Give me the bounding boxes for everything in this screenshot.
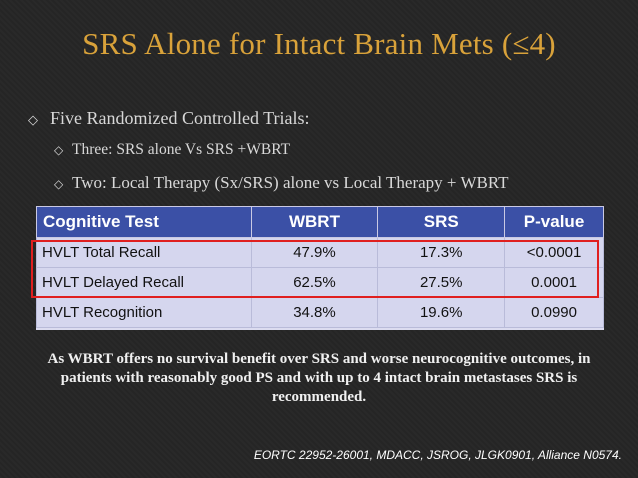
highlight-box (31, 240, 599, 298)
table-cell: 0.0990 (504, 297, 604, 328)
table-cell: <0.0001 (504, 237, 604, 268)
table-cell: HVLT Recognition (36, 297, 252, 328)
table-row: HVLT Delayed Recall 62.5% 27.5% 0.0001 (36, 267, 604, 298)
bullet-level2: ◇ Two: Local Therapy (Sx/SRS) alone vs Lo… (54, 173, 509, 193)
diamond-bullet-icon: ◇ (28, 112, 38, 127)
table-cell: 47.9% (250, 237, 379, 268)
conclusion-line: As WBRT offers no survival benefit over … (47, 351, 591, 367)
table-cell: 19.6% (377, 297, 506, 328)
table-header-row: Cognitive Test WBRT SRS P-value (36, 206, 604, 238)
table-cell: 17.3% (377, 237, 506, 268)
conclusion-text: As WBRT offers no survival benefit over … (10, 350, 628, 407)
slide-title: SRS Alone for Intact Brain Mets (≤4) (82, 26, 556, 61)
column-header: P-value (504, 206, 604, 238)
bullet-level1: ◇ Five Randomized Controlled Trials: (28, 108, 310, 129)
table-row: HVLT Total Recall 47.9% 17.3% <0.0001 (36, 237, 604, 268)
table-cell: 34.8% (250, 297, 379, 328)
column-header: SRS (377, 206, 506, 238)
table-cell: HVLT Total Recall (36, 237, 252, 268)
bullet-level2: ◇ Three: SRS alone Vs SRS +WBRT (54, 141, 290, 159)
bullet-text: Three: SRS alone Vs SRS +WBRT (72, 141, 291, 158)
references-text: EORTC 22952-26001, MDACC, JSROG, JLGK090… (253, 448, 622, 462)
conclusion-line: recommended. (271, 389, 367, 405)
conclusion-line: patients with reasonably good PS and wit… (60, 370, 578, 386)
table-cell: HVLT Delayed Recall (36, 267, 252, 298)
table-cell: 62.5% (250, 267, 379, 298)
diamond-bullet-icon: ◇ (54, 177, 64, 191)
bullet-text: Five Randomized Controlled Trials: (50, 108, 310, 128)
column-header: Cognitive Test (36, 206, 252, 238)
table-cell: 0.0001 (504, 267, 604, 298)
column-header: WBRT (250, 206, 379, 238)
table-cell: 27.5% (377, 267, 506, 298)
bullet-text: Two: Local Therapy (Sx/SRS) alone vs Loc… (72, 173, 509, 192)
diamond-bullet-icon: ◇ (54, 143, 64, 157)
table-row: HVLT Recognition 34.8% 19.6% 0.0990 (36, 297, 604, 328)
cognitive-test-table: Cognitive Test WBRT SRS P-value HVLT Tot… (36, 206, 604, 330)
